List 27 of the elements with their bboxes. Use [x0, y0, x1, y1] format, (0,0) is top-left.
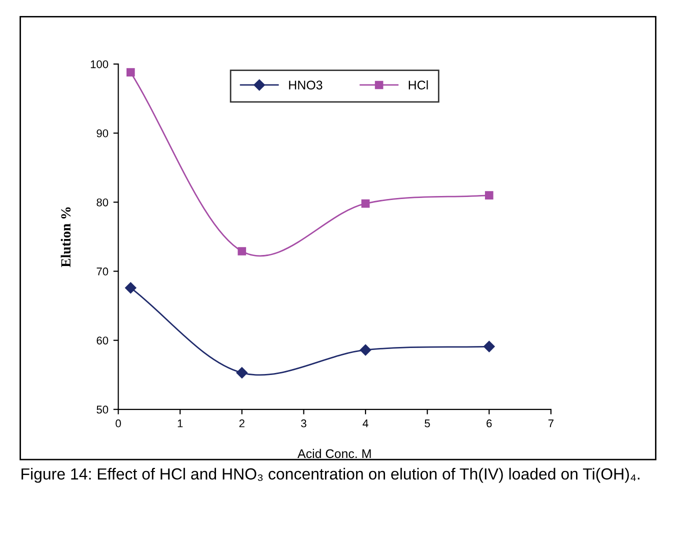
x-tick-label: 6 — [486, 419, 492, 428]
legend-label: HCl — [408, 80, 428, 90]
point — [126, 68, 135, 77]
x-axis-title: Acid Conc. M — [297, 448, 371, 458]
x-tick-label: 0 — [116, 419, 121, 428]
y-axis-title: Elution % — [60, 207, 71, 268]
caption: Figure 14: Effect of HCl and HNO₃ concentration on elution of Th(IV) loaded on Ti(OH)₄. — [22, 468, 640, 483]
y-tick-label: 50 — [96, 406, 108, 414]
x-tick-label: 5 — [424, 420, 430, 428]
point — [236, 367, 248, 378]
y-tick-label: 80 — [96, 198, 108, 206]
point — [238, 247, 246, 256]
point — [484, 191, 494, 200]
y-tick-label: 90 — [96, 129, 108, 138]
x-tick-label: 1 — [178, 420, 183, 428]
point — [361, 199, 370, 208]
legend-label: HNO3 — [289, 80, 322, 90]
y-tick-label: 70 — [96, 268, 108, 276]
point — [125, 282, 136, 294]
y-tick-label: 60 — [96, 336, 108, 344]
x-tick-label: 2 — [239, 419, 244, 428]
point — [360, 344, 372, 356]
point — [484, 340, 495, 352]
x-tick-label: 4 — [362, 420, 368, 428]
x-tick-label: 7 — [548, 420, 554, 428]
x-tick-label: 3 — [301, 419, 306, 428]
y-tick-label: 100 — [90, 60, 108, 68]
